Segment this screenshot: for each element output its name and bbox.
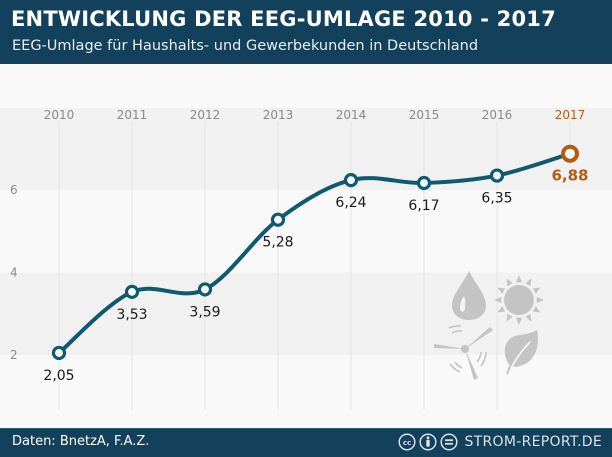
wind-turbine-icon: [434, 325, 493, 380]
sun-icon: [494, 275, 544, 325]
header: ENTWICKLUNG DER EEG-UMLAGE 2010 - 2017 E…: [0, 0, 612, 64]
grid-band: [0, 108, 612, 190]
attribution-icon: [419, 433, 438, 451]
x-tick-label: 2013: [263, 108, 294, 122]
data-point: [343, 173, 359, 188]
data-source: Daten: BnetzA, F.A.Z.: [12, 434, 150, 449]
data-label: 6,35: [481, 191, 512, 207]
x-tick-label: 2011: [117, 108, 148, 122]
x-tick-label: 2014: [336, 108, 367, 122]
energy-icons: [434, 271, 544, 380]
svg-text:cc: cc: [403, 439, 411, 447]
line-chart: 2 4 6 2010 2011 2012 2013 2014 2015 2016 2017: [0, 64, 612, 428]
data-point: [561, 144, 579, 163]
data-label: 2,05: [43, 368, 74, 384]
y-tick-label: 2: [10, 348, 18, 362]
data-label: 6,17: [408, 198, 439, 214]
leaf-icon: [504, 330, 538, 376]
data-point: [416, 175, 432, 191]
brand-name: STROM-REPORT.DE: [464, 434, 602, 450]
creative-commons-icon: cc: [398, 433, 417, 451]
brand: cc STROM-REPORT.DE: [398, 433, 602, 451]
data-label: 6,88: [551, 167, 588, 185]
x-tick-label: 2012: [190, 108, 221, 122]
data-point: [197, 282, 213, 297]
x-tick-label: 2016: [482, 108, 513, 122]
chart-subtitle: EEG-Umlage für Haushalts- und Gewerbekun…: [12, 38, 479, 54]
x-tick-label: 2010: [44, 108, 75, 122]
data-point: [124, 284, 140, 299]
plot-area: 2 4 6 2010 2011 2012 2013 2014 2015 2016 2017: [0, 64, 612, 428]
data-label: 5,28: [262, 235, 293, 251]
x-tick-label: 2015: [409, 108, 440, 122]
data-point: [489, 168, 505, 183]
no-derivatives-icon: [440, 433, 459, 451]
data-label: 3,59: [189, 304, 220, 320]
data-point: [270, 212, 286, 227]
x-tick-label: 2017: [555, 108, 586, 122]
chart-title: ENTWICKLUNG DER EEG-UMLAGE 2010 - 2017: [11, 7, 556, 31]
footer: Daten: BnetzA, F.A.Z. cc STROM-REPORT.DE: [0, 428, 612, 457]
y-tick-label: 4: [10, 266, 18, 280]
y-tick-label: 6: [10, 183, 18, 197]
data-label: 3,53: [116, 307, 147, 323]
data-label: 6,24: [335, 195, 366, 211]
data-point: [51, 345, 67, 361]
